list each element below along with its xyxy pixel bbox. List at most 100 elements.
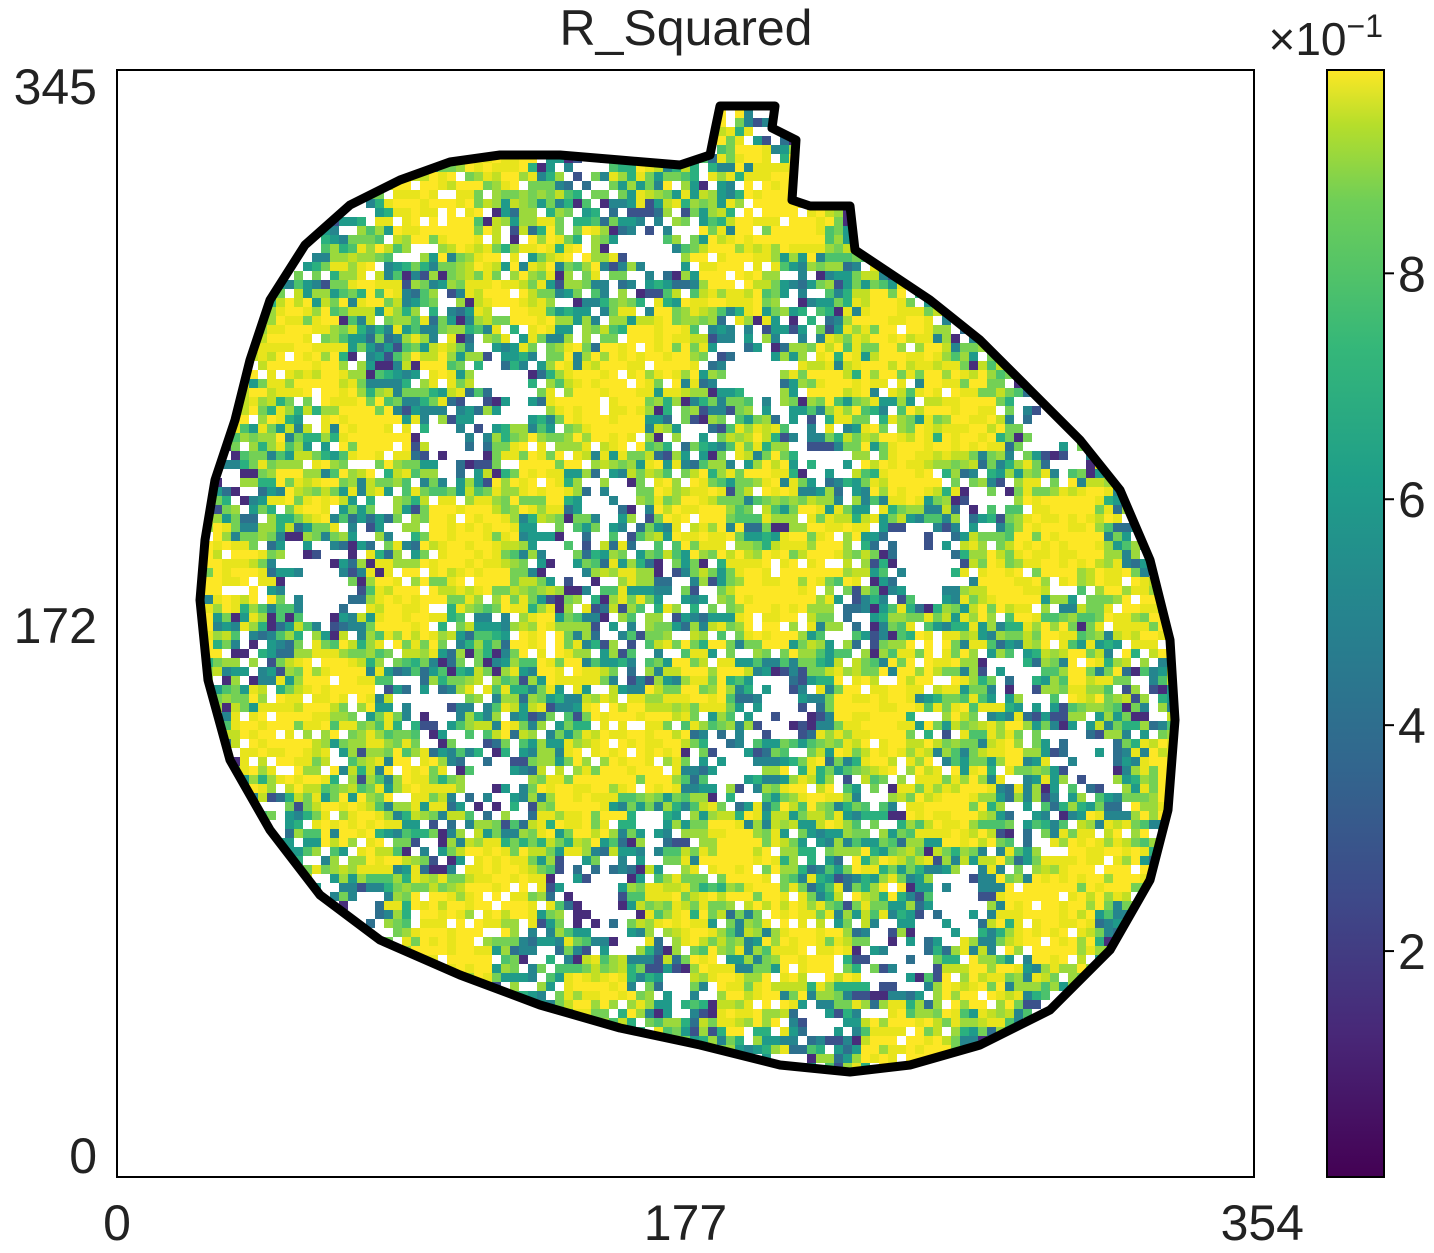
heatmap-cell <box>276 289 285 298</box>
heatmap-cell <box>1095 478 1104 487</box>
heatmap-cell <box>348 424 357 433</box>
heatmap-cell <box>690 370 699 379</box>
heatmap-cell <box>366 469 375 478</box>
heatmap-cell <box>357 370 366 379</box>
heatmap-cell <box>258 442 267 451</box>
heatmap-cell <box>924 370 933 379</box>
heatmap-cell <box>312 460 321 469</box>
heatmap-cell <box>852 487 861 496</box>
heatmap-cell <box>717 271 726 280</box>
heatmap-cell <box>825 415 834 424</box>
heatmap-cell <box>816 253 825 262</box>
heatmap-cell <box>834 487 843 496</box>
heatmap-cell <box>771 307 780 316</box>
heatmap-cell <box>573 235 582 244</box>
heatmap-cell <box>420 379 429 388</box>
heatmap-cell <box>699 298 708 307</box>
heatmap-cell <box>618 181 627 190</box>
heatmap-cell <box>726 145 735 154</box>
heatmap-cell <box>744 433 753 442</box>
heatmap-cell <box>573 460 582 469</box>
heatmap-cell <box>870 487 879 496</box>
heatmap-cell <box>339 289 348 298</box>
heatmap-cell <box>816 307 825 316</box>
heatmap-cell <box>798 226 807 235</box>
heatmap-cell <box>726 289 735 298</box>
heatmap-cell <box>447 172 456 181</box>
heatmap-cell <box>1077 460 1086 469</box>
heatmap-cell <box>456 307 465 316</box>
heatmap-cell <box>744 163 753 172</box>
heatmap-cell <box>834 253 843 262</box>
heatmap-cell <box>492 172 501 181</box>
heatmap-cell <box>357 253 366 262</box>
heatmap-cell <box>663 190 672 199</box>
heatmap-cell <box>258 460 267 469</box>
heatmap-cell <box>420 496 429 505</box>
heatmap-cell <box>699 181 708 190</box>
heatmap-cell <box>357 469 366 478</box>
heatmap-cell <box>501 334 510 343</box>
heatmap-cell <box>699 460 708 469</box>
heatmap-cell <box>672 451 681 460</box>
heatmap-cell <box>609 361 618 370</box>
heatmap-cell <box>348 361 357 370</box>
heatmap-cell <box>834 235 843 244</box>
heatmap-cell <box>564 478 573 487</box>
heatmap-cell <box>987 388 996 397</box>
heatmap-cell <box>258 397 267 406</box>
heatmap-cell <box>951 496 960 505</box>
heatmap-cell <box>663 361 672 370</box>
heatmap-cell <box>636 199 645 208</box>
heatmap-cell <box>555 352 564 361</box>
heatmap-cell <box>897 388 906 397</box>
heatmap-cell <box>330 442 339 451</box>
heatmap-cell <box>267 469 276 478</box>
heatmap-cell <box>321 316 330 325</box>
heatmap-cell <box>501 397 510 406</box>
heatmap-cell <box>537 460 546 469</box>
heatmap-cell <box>816 217 825 226</box>
heatmap-cell <box>744 361 753 370</box>
heatmap-cell <box>1050 433 1059 442</box>
heatmap-cell <box>510 217 519 226</box>
heatmap-cell <box>708 190 717 199</box>
heatmap-cell <box>717 289 726 298</box>
heatmap-cell <box>906 478 915 487</box>
heatmap-cell <box>501 307 510 316</box>
heatmap-cell <box>717 280 726 289</box>
heatmap-cell <box>726 154 735 163</box>
heatmap-cell <box>348 235 357 244</box>
heatmap-cell <box>798 433 807 442</box>
heatmap-cell <box>537 496 546 505</box>
heatmap-cell <box>717 487 726 496</box>
heatmap-cell <box>1041 424 1050 433</box>
heatmap-cell <box>708 424 717 433</box>
heatmap-cell <box>447 199 456 208</box>
heatmap-cell <box>321 496 330 505</box>
heatmap-cell <box>348 208 357 217</box>
heatmap-cell <box>600 460 609 469</box>
heatmap-cell <box>807 352 816 361</box>
heatmap-cell <box>852 406 861 415</box>
heatmap-cell <box>753 217 762 226</box>
heatmap-cell <box>429 487 438 496</box>
heatmap-cell <box>627 316 636 325</box>
heatmap-cell <box>447 226 456 235</box>
heatmap-cell <box>843 415 852 424</box>
heatmap-cell <box>546 442 555 451</box>
heatmap-cell <box>483 325 492 334</box>
heatmap-cell <box>420 388 429 397</box>
heatmap-cell <box>519 478 528 487</box>
heatmap-cell <box>348 496 357 505</box>
heatmap-cell <box>312 334 321 343</box>
heatmap-cell <box>717 433 726 442</box>
heatmap-cell <box>366 433 375 442</box>
heatmap-cell <box>393 235 402 244</box>
heatmap-cell <box>771 226 780 235</box>
heatmap-cell <box>519 235 528 244</box>
heatmap-cell <box>537 298 546 307</box>
heatmap-cell <box>861 298 870 307</box>
heatmap-cell <box>996 487 1005 496</box>
heatmap-cell <box>582 433 591 442</box>
